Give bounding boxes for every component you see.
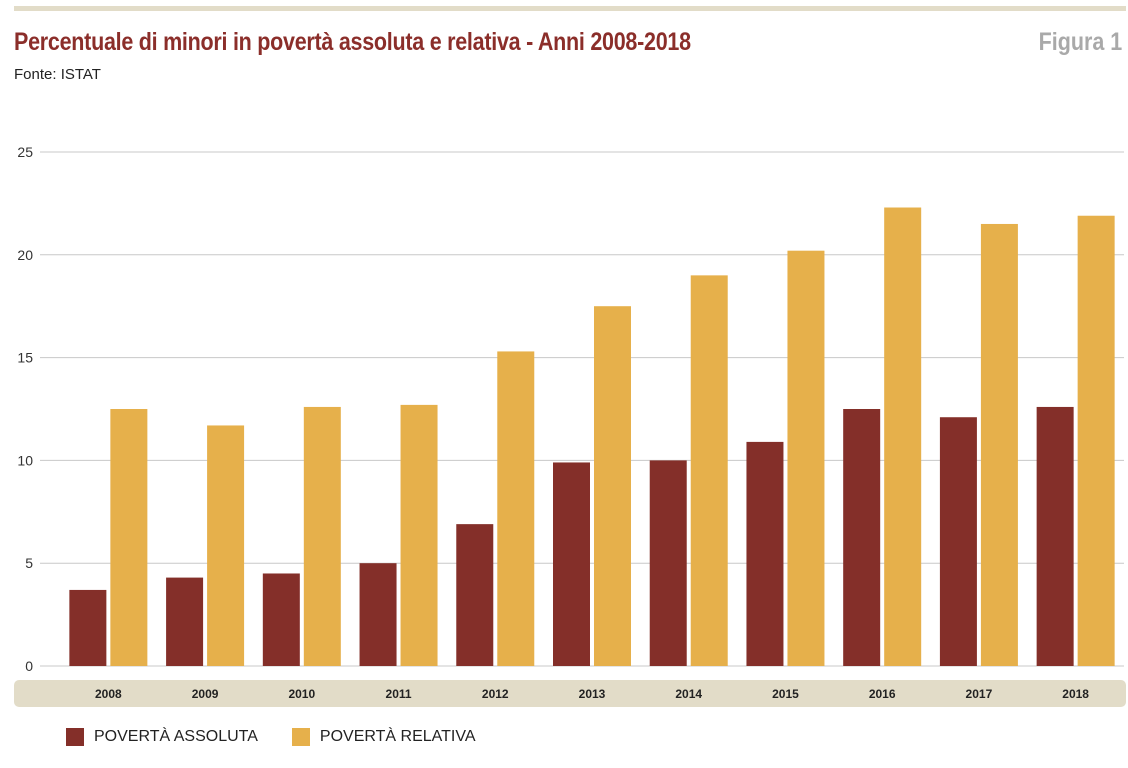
y-tick-label: 0 (25, 658, 33, 674)
bar-poverta-relativa (690, 275, 728, 666)
legend-label-relativa: POVERTÀ RELATIVA (319, 728, 476, 745)
x-axis-band (14, 680, 1126, 707)
bar-poverta-relativa (110, 409, 148, 666)
x-tick-label: 2011 (386, 687, 412, 701)
bar-poverta-assoluta (649, 460, 687, 666)
bar-poverta-assoluta (262, 573, 300, 666)
bar-poverta-relativa (1077, 215, 1115, 666)
bar-poverta-assoluta (843, 409, 881, 666)
x-tick-label: 2012 (482, 687, 509, 701)
bar-poverta-assoluta (746, 441, 784, 666)
y-tick-label: 5 (25, 555, 33, 571)
x-tick-label: 2017 (966, 687, 993, 701)
bar-poverta-relativa (207, 425, 245, 666)
bar-poverta-relativa (884, 207, 922, 666)
bar-poverta-assoluta (939, 417, 977, 666)
y-tick-label: 20 (17, 247, 33, 263)
x-tick-label: 2015 (772, 687, 799, 701)
top-rule (14, 6, 1126, 11)
bar-poverta-assoluta (1036, 406, 1074, 666)
source-note: Fonte: ISTAT (14, 66, 101, 83)
x-tick-label: 2008 (95, 687, 122, 701)
bar-poverta-relativa (980, 223, 1018, 666)
bar-poverta-assoluta (359, 563, 397, 666)
bar-poverta-relativa (594, 306, 631, 666)
x-tick-label: 2010 (288, 687, 315, 701)
legend-item-assoluta: POVERTÀ ASSOLUTA (66, 728, 258, 746)
legend-swatch-relativa (291, 728, 310, 746)
bar-poverta-relativa (303, 406, 341, 666)
legend-swatch-assoluta (66, 728, 84, 746)
bar-poverta-relativa (787, 250, 825, 667)
bar-poverta-assoluta (69, 589, 107, 666)
x-tick-label: 2013 (579, 687, 606, 701)
x-tick-label: 2009 (192, 687, 219, 701)
y-tick-label: 10 (17, 452, 33, 468)
bar-poverta-assoluta (553, 462, 590, 666)
x-tick-label: 2016 (869, 687, 896, 701)
bar-poverta-assoluta (166, 577, 204, 666)
x-tick-label: 2014 (675, 687, 702, 701)
figure-label: Figura 1 (1038, 28, 1122, 56)
legend-label-assoluta: POVERTÀ ASSOLUTA (94, 728, 258, 745)
chart-title: Percentuale di minori in povertà assolut… (14, 28, 691, 56)
y-tick-label: 25 (17, 144, 33, 160)
y-tick-label: 15 (17, 350, 33, 366)
legend-item-relativa: POVERTÀ RELATIVA (291, 728, 476, 746)
x-tick-label: 2018 (1062, 687, 1089, 701)
bar-poverta-assoluta (456, 524, 494, 666)
bar-poverta-relativa (497, 351, 535, 666)
bar-poverta-relativa (400, 404, 438, 666)
legend: POVERTÀ ASSOLUTA POVERTÀ RELATIVA (66, 728, 510, 746)
